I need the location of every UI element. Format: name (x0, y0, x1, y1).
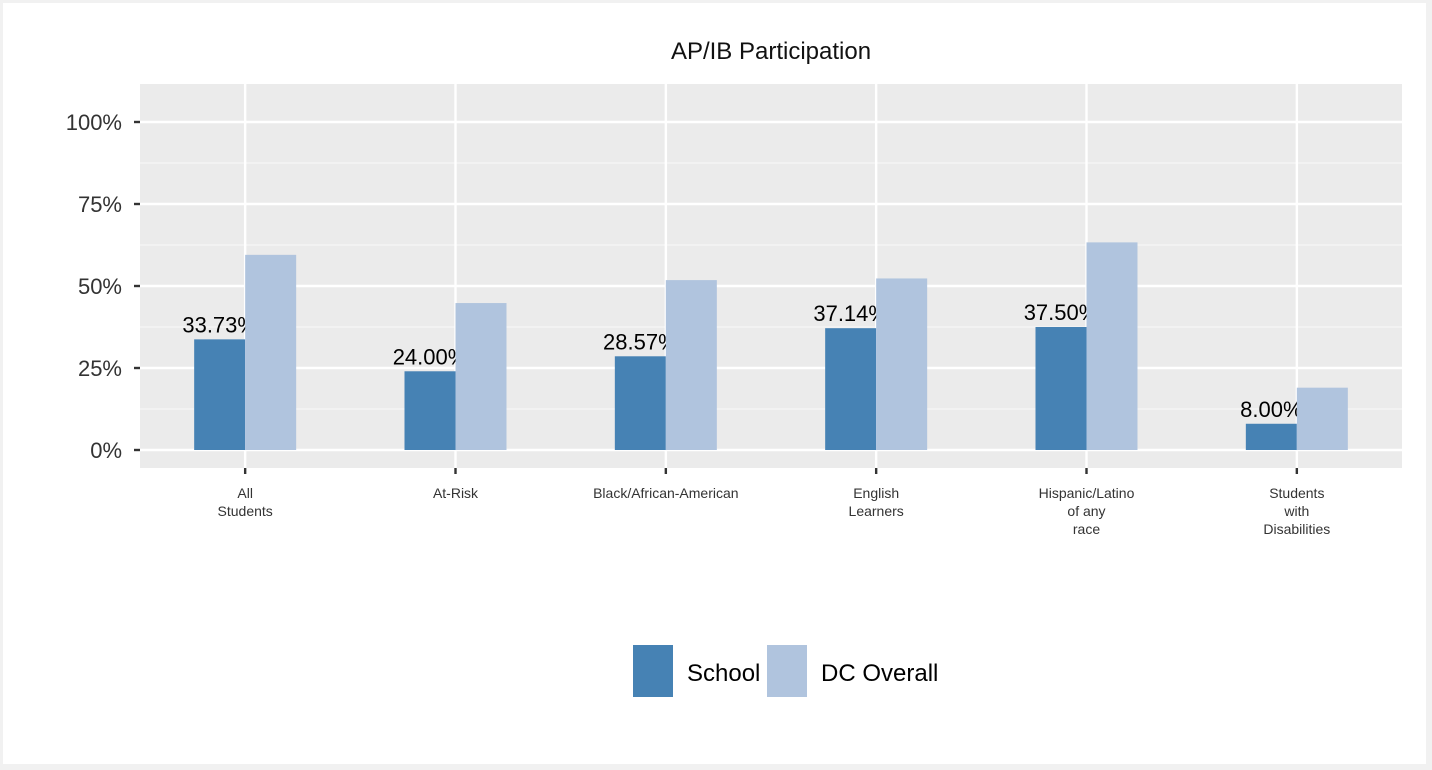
school-bar (194, 339, 246, 450)
x-tick-label-line: Students (218, 503, 273, 519)
school-bar (614, 356, 666, 450)
x-tick-label-line: Learners (849, 503, 904, 519)
chart-title: AP/IB Participation (671, 38, 871, 65)
dc-overall-bar (245, 254, 297, 450)
x-tick-label-line: At-Risk (433, 485, 479, 501)
x-tick-label-line: Students (1269, 485, 1324, 501)
dc-overall-bar (1296, 387, 1348, 450)
x-tick-label: Black/African-American (593, 485, 739, 501)
x-tick-label: All Students (218, 485, 273, 519)
dc-overall-bar (665, 280, 717, 450)
x-tick-label-line: with (1283, 503, 1309, 519)
y-tick-label: 50% (78, 274, 122, 299)
school-bar (404, 371, 456, 450)
chart-frame: AP/IB Participation 0% 25% 50% 75% 100% 33.73%… (3, 3, 1426, 764)
y-tick-label: 100% (66, 110, 122, 135)
legend-label-dc-overall: DC Overall (821, 660, 938, 687)
x-tick-label-line: race (1073, 521, 1100, 537)
x-tick-label-line: Hispanic/Latino (1039, 485, 1135, 501)
dc-overall-bar (1086, 242, 1138, 450)
bar-chart: AP/IB Participation 0% 25% 50% 75% 100% 33.73%… (66, 38, 1402, 697)
legend-swatch-school (633, 645, 673, 697)
x-tick-label: Hispanic/Latino of any race (1039, 485, 1135, 537)
data-label: 37.14% (813, 301, 888, 326)
dc-overall-bar (455, 303, 507, 450)
x-tick-label-line: All (237, 485, 253, 501)
plot-panel (140, 84, 1402, 468)
data-label: 24.00% (393, 344, 468, 369)
dc-overall-bar (876, 278, 928, 450)
y-tick-label: 25% (78, 356, 122, 381)
x-tick-label-line: Black/African-American (593, 485, 739, 501)
school-bar (1035, 327, 1087, 450)
x-tick-label: Students with Disabilities (1263, 485, 1330, 537)
x-tick-label-line: Disabilities (1263, 521, 1330, 537)
legend-swatch-dc-overall (767, 645, 807, 697)
data-label: 33.73% (182, 312, 257, 337)
data-label: 28.57% (603, 329, 678, 354)
y-tick-label: 75% (78, 192, 122, 217)
legend-label-school: School (687, 660, 760, 687)
data-label: 37.50% (1024, 300, 1099, 325)
school-bar (825, 328, 877, 450)
y-tick-label: 0% (90, 438, 122, 463)
school-bar (1245, 423, 1297, 450)
data-label: 8.00% (1240, 397, 1302, 422)
x-tick-label-line: of any (1067, 503, 1105, 519)
x-tick-label-line: English (853, 485, 899, 501)
x-tick-label: At-Risk (433, 485, 479, 501)
x-tick-label: English Learners (849, 485, 904, 519)
